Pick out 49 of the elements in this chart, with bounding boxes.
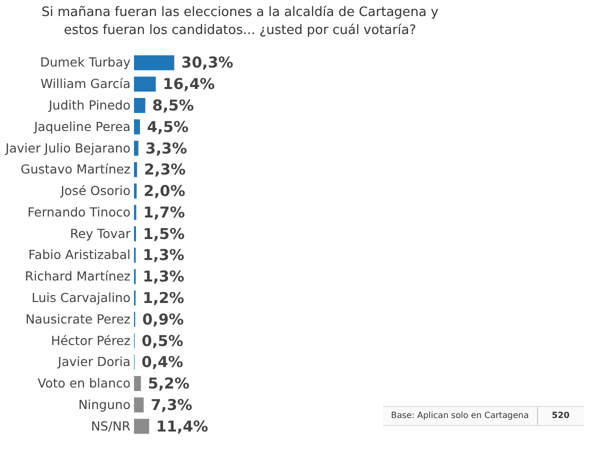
y-tick-label: Rey Tovar bbox=[70, 226, 132, 241]
data-label: 0,4% bbox=[142, 353, 184, 372]
bar bbox=[134, 119, 140, 134]
data-label: 3,3% bbox=[145, 139, 187, 158]
data-label: 7,3% bbox=[150, 396, 192, 414]
data-label: 1,3% bbox=[142, 246, 184, 264]
y-tick-label: NS/NR bbox=[90, 418, 131, 434]
bar bbox=[134, 184, 137, 199]
text: Base: Aplican solo en Cartagena bbox=[390, 410, 530, 423]
data-label: 30,3% bbox=[181, 54, 234, 72]
bar bbox=[134, 55, 174, 70]
bar bbox=[134, 162, 138, 178]
y-tick-label: José Osorio bbox=[60, 183, 130, 198]
data-label: 2,0% bbox=[144, 182, 186, 200]
y-tick-label: Ninguno bbox=[78, 396, 130, 412]
data-label: 8,5% bbox=[152, 96, 194, 114]
data-label: 1,5% bbox=[142, 224, 185, 243]
data-label: 0,5% bbox=[142, 332, 184, 350]
data-label: 11,4% bbox=[156, 417, 208, 436]
bar bbox=[134, 98, 146, 113]
y-tick-label: Fabio Aristizabal bbox=[28, 247, 130, 262]
data-label: 4,5% bbox=[146, 118, 189, 136]
y-tick-label: William García bbox=[40, 76, 130, 92]
data-label: 16,4% bbox=[162, 75, 215, 94]
bar bbox=[134, 418, 150, 434]
bar bbox=[134, 140, 138, 156]
y-tick-label: Voto en blanco bbox=[38, 376, 130, 391]
data-label: 1,2% bbox=[142, 288, 184, 307]
y-tick-label: Javier Julio Bejarano bbox=[4, 140, 130, 156]
y-tick-label: Dumek Turbay bbox=[40, 54, 132, 70]
text: 520 bbox=[536, 407, 584, 425]
y-tick-label: Fernando Tinoco bbox=[28, 204, 130, 220]
y-tick-label: Javier Doria bbox=[56, 354, 130, 370]
data-label: 1,7% bbox=[143, 203, 185, 222]
data-label: 1,3% bbox=[142, 268, 184, 286]
y-tick-label: Richard Martínez bbox=[24, 268, 131, 284]
y-tick-label: Luis Carvajalino bbox=[32, 290, 130, 305]
y-tick-label: Gustavo Martínez bbox=[20, 162, 131, 177]
bar bbox=[134, 76, 156, 92]
data-label: 5,2% bbox=[148, 374, 190, 393]
y-tick-label: Nausicrate Perez bbox=[25, 311, 131, 326]
y-tick-label: Héctor Pérez bbox=[50, 332, 131, 348]
data-label: 2,3% bbox=[144, 160, 186, 179]
text: Si mañana fueran las elecciones a la alcaldía de Cartagena y estos fueran los candidatos... ¿usted por cuál votaría? bbox=[40, 4, 440, 40]
y-tick-label: Jaqueline Perea bbox=[33, 118, 130, 134]
bar bbox=[134, 397, 144, 412]
y-tick-label: Judith Pinedo bbox=[48, 97, 130, 112]
data-label: 0,9% bbox=[142, 310, 184, 328]
bar bbox=[134, 376, 141, 392]
